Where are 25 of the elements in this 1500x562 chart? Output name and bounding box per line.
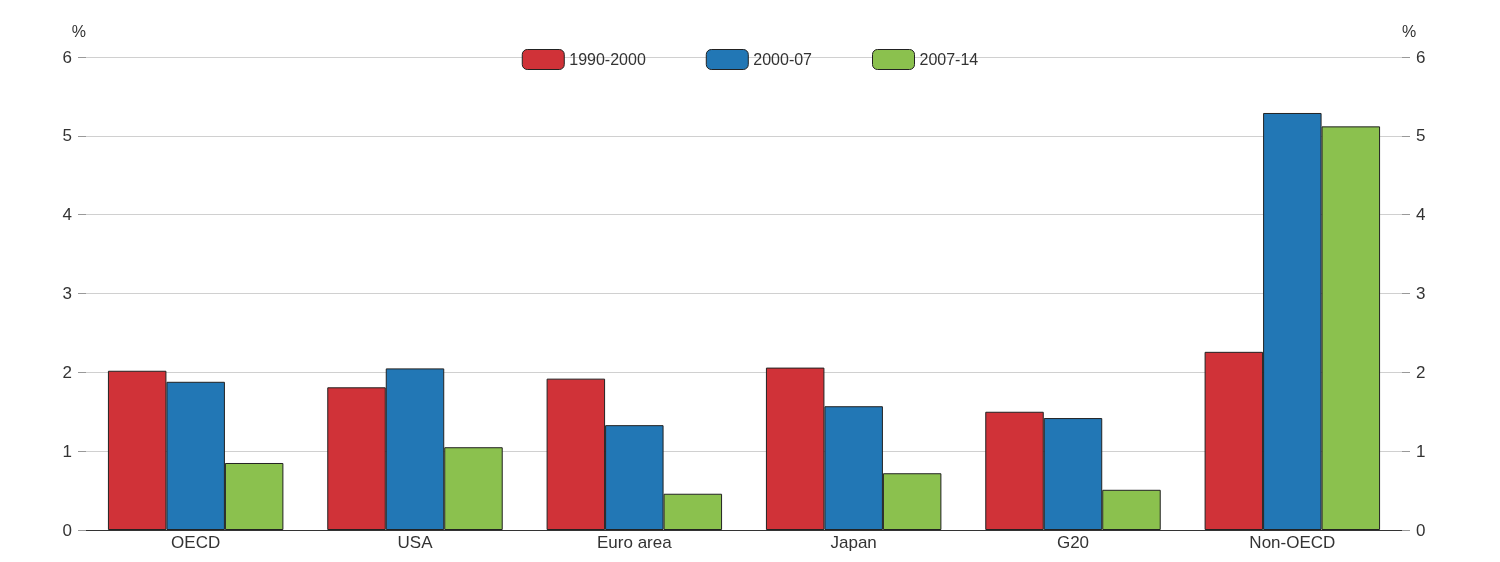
x-tick-label: OECD bbox=[171, 533, 221, 552]
y-axis-title: % bbox=[71, 22, 86, 40]
x-tick-label: USA bbox=[397, 533, 434, 552]
x-tick-label: Euro area bbox=[597, 533, 673, 552]
y-tick-label: 5 bbox=[62, 126, 72, 146]
y2-tick-label: 4 bbox=[1416, 205, 1426, 225]
x-tick-label: Non-OECD bbox=[1249, 533, 1336, 552]
legend-label: 2000-07 bbox=[753, 51, 813, 68]
y2-tick-label: 5 bbox=[1416, 126, 1426, 146]
y-tick-label: 3 bbox=[62, 284, 72, 303]
y-tick-label: 4 bbox=[62, 205, 72, 225]
y-tick-label: 1 bbox=[62, 441, 72, 461]
y-tick-label: 2 bbox=[62, 362, 72, 382]
y-tick-label: 6 bbox=[62, 47, 72, 67]
y2-tick-label: 0 bbox=[1416, 520, 1426, 540]
y2-tick-label: 2 bbox=[1416, 362, 1426, 382]
legend-label: 1990-2000 bbox=[569, 51, 646, 68]
y-tick-label: 0 bbox=[62, 520, 72, 540]
y2-tick-label: 1 bbox=[1416, 441, 1426, 461]
x-tick-label: Japan bbox=[830, 533, 877, 552]
y2-tick-label: 3 bbox=[1416, 284, 1426, 303]
legend-label: 2007-14 bbox=[919, 51, 979, 68]
x-tick-label: G20 bbox=[1056, 533, 1090, 552]
y2-axis-title: % bbox=[1402, 22, 1417, 40]
y2-tick-label: 6 bbox=[1416, 47, 1426, 67]
